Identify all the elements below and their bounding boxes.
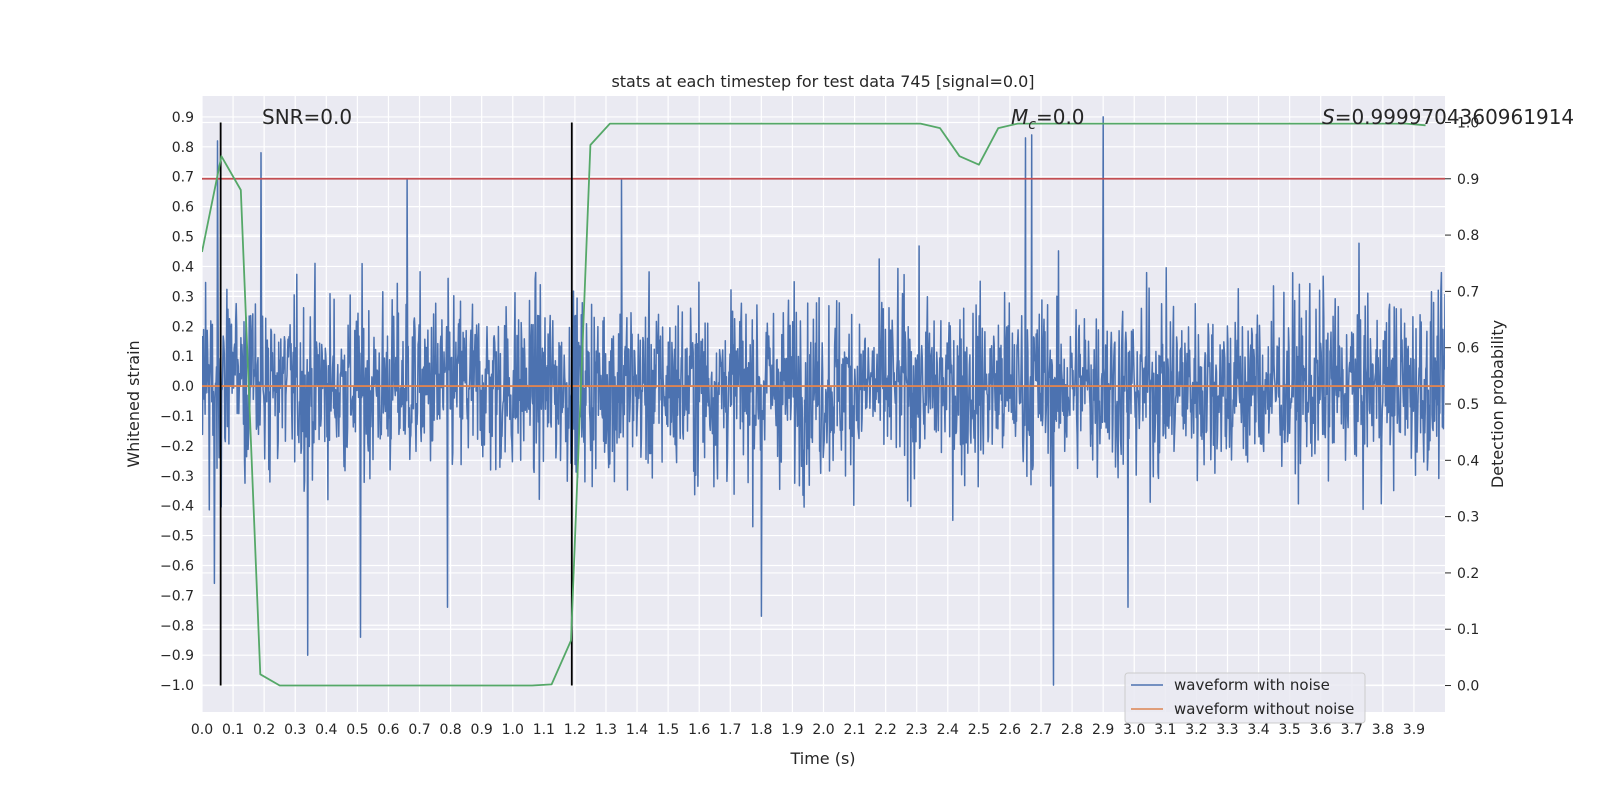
y-tick-label: −0.3 [160,469,194,485]
y2-tick-label: 0.2 [1457,566,1479,582]
x-tick-label: 3.3 [1216,722,1238,738]
x-tick-label: 3.8 [1372,722,1394,738]
legend-box [1124,672,1366,724]
y-tick-label: −0.2 [160,439,194,455]
snr-annotation: SNR=0.0 [262,105,352,129]
y-tick-label: −0.7 [160,588,194,604]
mc-symbol: M [1011,105,1028,129]
y-tick-label: 0.3 [172,289,194,305]
x-axis-label: Time (s) [789,749,855,768]
x-tick-label: 2.2 [875,722,897,738]
x-tick-label: 1.7 [719,722,741,738]
mc-value: =0.0 [1036,105,1085,129]
x-tick-label: 3.0 [1123,722,1145,738]
x-tick-label: 0.9 [471,722,493,738]
x-tick-label: 0.7 [408,722,430,738]
x-tick-label: 2.6 [999,722,1021,738]
x-tick-label: 1.1 [533,722,555,738]
y-tick-label: 0.0 [172,379,194,395]
y2-tick-label: 0.4 [1457,453,1479,469]
s-annotation: S=0.9999704360961914 [1322,105,1574,129]
x-tick-label: 2.7 [1030,722,1052,738]
x-tick-label: 3.7 [1341,722,1363,738]
y-tick-label: 0.9 [172,110,194,126]
x-tick-label: 2.4 [937,722,959,738]
legend-label-clean: waveform without noise [1174,700,1354,718]
series-line-waveform-with-noise [202,116,1445,686]
s-symbol: S [1322,105,1335,129]
y-tick-label: −0.6 [160,558,194,574]
x-tick-label: 3.6 [1310,722,1332,738]
x-tick-label: 2.9 [1092,722,1114,738]
y-tick-label: −0.8 [160,618,194,634]
y-tick-label: 0.1 [172,349,194,365]
x-tick-label: 0.0 [191,722,213,738]
y-tick-label: 0.4 [172,259,194,275]
mc-subscript: c [1028,117,1036,133]
x-tick-label: 1.4 [626,722,648,738]
y2-tick-label: 0.0 [1457,679,1479,695]
x-tick-label: 1.6 [688,722,710,738]
y-tick-label: −0.4 [160,499,194,515]
x-tick-label: 3.9 [1403,722,1425,738]
y-tick-label: −0.9 [160,648,194,664]
s-value: =0.9999704360961914 [1335,105,1574,129]
x-tick-labels: 0.0 0.1 0.2 0.3 0.4 0.5 0.6 0.7 0.8 0.9 1.0 1.1 1.2 1… [191,722,1425,738]
y-tick-label: 0.5 [172,230,194,246]
y-tick-label: 0.2 [172,319,194,335]
x-tick-label: 2.3 [906,722,928,738]
x-tick-label: 0.3 [284,722,306,738]
x-tick-label: 0.2 [253,722,275,738]
y2-tick-label: 1.0 [1457,115,1479,131]
y-tick-label: 0.8 [172,140,194,156]
y-axis-label: Whitened strain [124,340,143,467]
legend-label-noise: waveform with noise [1174,676,1330,694]
x-tick-label: 0.1 [222,722,244,738]
noise-waveform-layer [202,116,1445,686]
x-tick-label: 3.5 [1278,722,1300,738]
x-tick-label: 1.0 [502,722,524,738]
y-tick-labels: 0.9 0.8 0.7 0.6 0.5 0.4 0.3 0.2 0.1 0.0 −0.1 −0.2 −0… [160,110,194,694]
x-tick-label: 1.9 [781,722,803,738]
y2-tick-label: 0.1 [1457,622,1479,638]
y2-tick-label: 0.8 [1457,228,1479,244]
x-tick-label: 1.8 [750,722,772,738]
x-tick-label: 2.5 [968,722,990,738]
x-tick-label: 0.6 [377,722,399,738]
x-tick-label: 3.4 [1247,722,1269,738]
y-tick-label: −0.5 [160,529,194,545]
y2-tick-label: 0.7 [1457,284,1479,300]
x-tick-label: 3.2 [1185,722,1207,738]
mc-annotation: Mc=0.0 [1011,105,1085,133]
y-tick-label: 0.7 [172,170,194,186]
y-tick-label: −0.1 [160,409,194,425]
x-tick-label: 1.5 [657,722,679,738]
x-tick-label: 0.5 [346,722,368,738]
x-tick-label: 2.1 [843,722,865,738]
x-tick-label: 1.3 [595,722,617,738]
y2-tick-labels: 1.0 0.9 0.8 0.7 0.6 0.5 0.4 0.3 0.2 0.1 0.0 [1445,115,1479,695]
x-tick-label: 2.0 [812,722,834,738]
x-tick-label: 3.1 [1154,722,1176,738]
overlay-layer [202,122,1445,687]
y-tick-label: −1.0 [160,678,194,694]
x-tick-label: 1.2 [564,722,586,738]
series-line-detection-probability [202,122,1426,687]
x-tick-label: 2.8 [1061,722,1083,738]
y2-tick-label: 0.5 [1457,397,1479,413]
chart-title: stats at each timestep for test data 745… [611,72,1034,91]
y2-tick-label: 0.6 [1457,341,1479,357]
x-tick-label: 0.4 [315,722,337,738]
y-tick-label: 0.6 [172,200,194,216]
y2-tick-label: 0.3 [1457,510,1479,526]
x-tick-label: 0.8 [439,722,461,738]
y2-tick-label: 0.9 [1457,172,1479,188]
y2-axis-label: Detection probability [1488,320,1507,488]
legend: waveform with noise waveform without noi… [1124,672,1366,724]
